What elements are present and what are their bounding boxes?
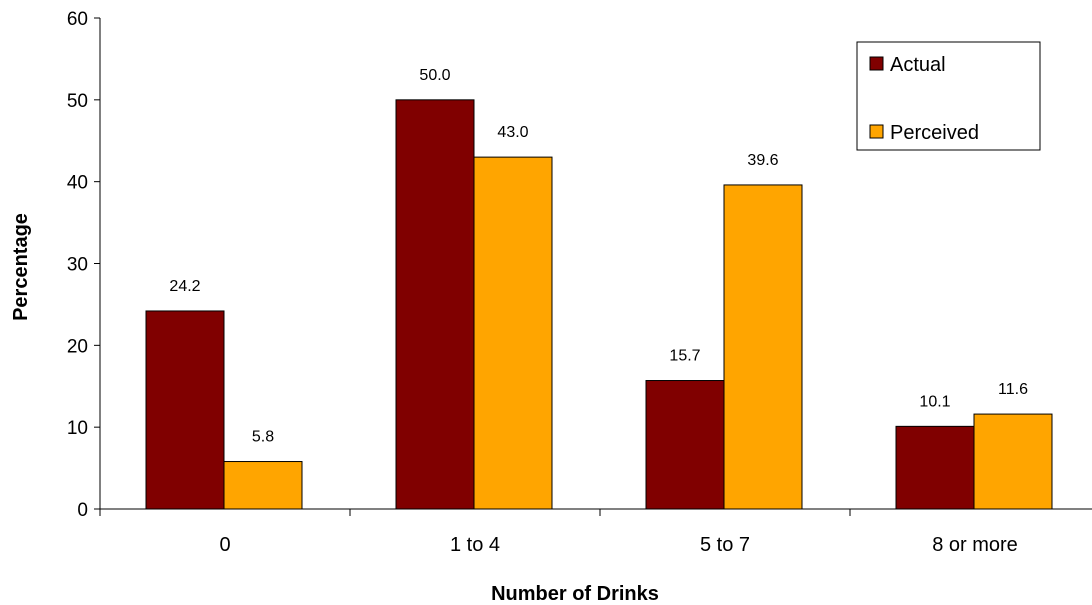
x-category-label: 8 or more [932, 534, 1018, 556]
bar-actual-1 [395, 99, 475, 510]
y-axis-title: Percentage [10, 213, 32, 321]
bar-perceived-2 [723, 184, 803, 510]
bar-perceived-3 [973, 413, 1053, 510]
bar-actual-3 [895, 425, 975, 510]
data-label: 15.7 [669, 348, 700, 365]
legend-swatch-perceived [869, 124, 884, 139]
legend: Actual Perceived [856, 41, 1041, 151]
x-axis-ticks [99, 509, 851, 516]
data-label: 50.0 [419, 67, 450, 84]
y-tick-label: 40 [67, 173, 88, 194]
y-tick-label: 10 [67, 418, 88, 439]
data-label: 43.0 [497, 124, 528, 141]
y-axis-ticks: 0 10 20 30 40 50 60 [67, 9, 100, 521]
y-tick-label: 30 [67, 255, 88, 276]
data-label: 24.2 [169, 278, 200, 295]
x-category-label: 1 to 4 [450, 534, 500, 556]
legend-swatch-actual [869, 56, 884, 71]
bar-actual-2 [645, 380, 725, 510]
data-labels: 24.2 5.8 50.0 43.0 15.7 39.6 10.1 11.6 [169, 67, 1028, 446]
legend-box [856, 41, 1041, 151]
legend-label-actual: Actual [890, 54, 946, 76]
x-category-label: 5 to 7 [700, 534, 750, 556]
y-tick-label: 50 [67, 91, 88, 112]
data-label: 10.1 [919, 393, 950, 410]
bars [145, 99, 1053, 510]
bar-perceived-1 [473, 156, 553, 510]
data-label: 11.6 [998, 381, 1028, 398]
y-tick-label: 20 [67, 336, 88, 357]
data-label: 39.6 [747, 152, 778, 169]
data-label: 5.8 [252, 429, 274, 446]
y-tick-label: 60 [67, 9, 88, 30]
legend-label-perceived: Perceived [890, 122, 979, 144]
x-axis-category-labels: 0 1 to 4 5 to 7 8 or more [219, 534, 1017, 556]
x-axis-title: Number of Drinks [491, 583, 659, 605]
bar-perceived-0 [223, 461, 303, 510]
y-tick-label: 0 [77, 500, 88, 521]
x-category-label: 0 [219, 534, 230, 556]
bar-actual-0 [145, 310, 225, 510]
